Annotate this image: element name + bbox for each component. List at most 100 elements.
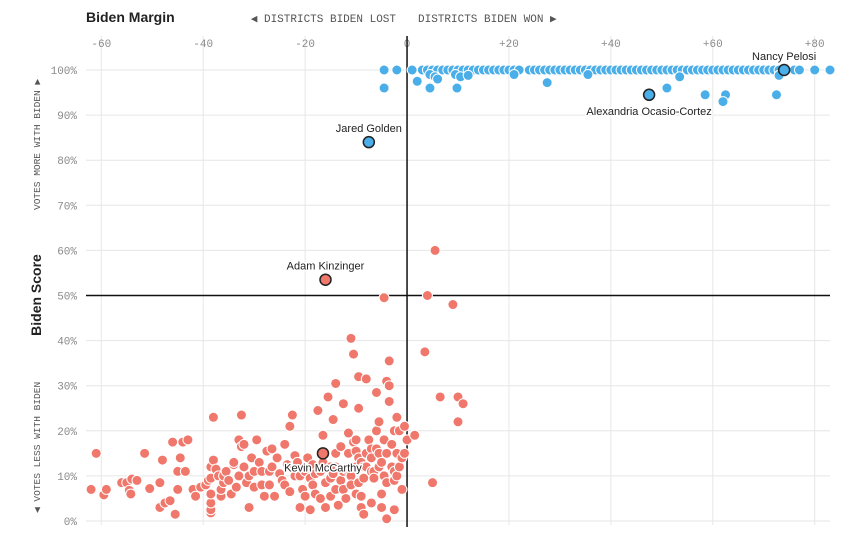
highlight-point-kevin-mccarthy[interactable]	[316, 447, 330, 460]
republican-point[interactable]	[447, 299, 459, 311]
republican-point[interactable]	[370, 425, 382, 437]
republican-point[interactable]	[299, 490, 311, 502]
republican-point[interactable]	[383, 380, 395, 392]
highlight-point-jared-golden[interactable]	[362, 135, 376, 149]
democrat-point[interactable]	[411, 75, 423, 87]
republican-point[interactable]	[235, 409, 247, 421]
democrat-point[interactable]	[582, 69, 594, 81]
republican-point[interactable]	[330, 377, 342, 389]
democrat-point[interactable]	[674, 71, 686, 83]
republican-point[interactable]	[154, 477, 166, 489]
republican-point[interactable]	[452, 416, 464, 428]
republican-point[interactable]	[320, 501, 332, 513]
republican-point[interactable]	[345, 332, 357, 344]
highlight-point-adam-kinzinger[interactable]	[319, 273, 332, 286]
republican-point[interactable]	[281, 459, 293, 471]
republican-point[interactable]	[427, 477, 439, 489]
republican-point[interactable]	[337, 398, 349, 410]
republican-point[interactable]	[335, 474, 347, 486]
republican-point[interactable]	[205, 488, 217, 500]
republican-point[interactable]	[139, 447, 151, 459]
democrat-point[interactable]	[793, 64, 805, 76]
republican-point[interactable]	[355, 490, 367, 502]
republican-point[interactable]	[360, 373, 372, 385]
democrat-point[interactable]	[406, 64, 418, 76]
republican-point[interactable]	[421, 290, 433, 301]
republican-point[interactable]	[223, 474, 235, 486]
republican-point[interactable]	[348, 348, 360, 360]
republican-point[interactable]	[383, 355, 395, 367]
highlight-point-alexandria-ocasio-cortez[interactable]	[642, 88, 656, 102]
republican-point[interactable]	[396, 483, 408, 495]
republican-point[interactable]	[376, 456, 388, 468]
republican-point[interactable]	[332, 499, 344, 511]
republican-point[interactable]	[125, 488, 137, 500]
republican-point[interactable]	[307, 479, 319, 491]
republican-point[interactable]	[174, 452, 186, 464]
republican-point[interactable]	[263, 479, 275, 491]
republican-point[interactable]	[457, 398, 469, 410]
republican-point[interactable]	[294, 501, 306, 513]
republican-point[interactable]	[327, 414, 339, 426]
republican-point[interactable]	[164, 495, 176, 507]
republican-point[interactable]	[376, 501, 388, 513]
republican-point[interactable]	[312, 405, 324, 417]
republican-point[interactable]	[368, 472, 380, 484]
republican-point[interactable]	[398, 447, 410, 459]
republican-point[interactable]	[279, 438, 291, 450]
republican-point[interactable]	[205, 497, 217, 509]
republican-point[interactable]	[238, 461, 250, 473]
republican-point[interactable]	[266, 461, 278, 473]
republican-point[interactable]	[381, 447, 393, 459]
republican-point[interactable]	[182, 434, 194, 446]
republican-point[interactable]	[335, 441, 347, 453]
republican-point[interactable]	[251, 434, 263, 446]
republican-point[interactable]	[271, 452, 283, 464]
republican-point[interactable]	[284, 486, 296, 498]
democrat-point[interactable]	[432, 73, 444, 85]
republican-point[interactable]	[353, 402, 365, 414]
republican-point[interactable]	[207, 454, 219, 466]
republican-point[interactable]	[322, 391, 334, 403]
republican-point[interactable]	[156, 454, 168, 466]
republican-point[interactable]	[340, 492, 352, 504]
republican-point[interactable]	[286, 409, 298, 421]
republican-point[interactable]	[85, 483, 97, 495]
republican-point[interactable]	[388, 504, 400, 516]
democrat-point[interactable]	[378, 82, 390, 94]
republican-point[interactable]	[238, 438, 250, 450]
democrat-point[interactable]	[661, 82, 673, 94]
democrat-point[interactable]	[809, 64, 821, 76]
democrat-point[interactable]	[508, 69, 520, 81]
republican-point[interactable]	[363, 434, 375, 446]
republican-point[interactable]	[386, 438, 398, 450]
republican-point[interactable]	[391, 470, 403, 482]
republican-point[interactable]	[398, 420, 410, 432]
democrat-point[interactable]	[824, 64, 836, 76]
democrat-point[interactable]	[541, 77, 553, 89]
republican-point[interactable]	[167, 436, 179, 448]
republican-point[interactable]	[258, 490, 270, 502]
republican-point[interactable]	[370, 386, 382, 398]
republican-point[interactable]	[373, 416, 385, 428]
republican-point[interactable]	[100, 483, 112, 495]
republican-point[interactable]	[419, 346, 431, 358]
democrat-point[interactable]	[391, 64, 403, 76]
republican-point[interactable]	[230, 481, 242, 493]
republican-point[interactable]	[314, 492, 326, 504]
highlight-point-nancy-pelosi[interactable]	[777, 63, 791, 77]
republican-point[interactable]	[376, 488, 388, 500]
republican-point[interactable]	[304, 504, 316, 516]
republican-point[interactable]	[90, 447, 102, 459]
republican-point[interactable]	[317, 429, 329, 441]
republican-point[interactable]	[207, 411, 219, 423]
republican-point[interactable]	[350, 434, 362, 446]
republican-point[interactable]	[284, 420, 296, 432]
republican-point[interactable]	[228, 456, 240, 468]
republican-point[interactable]	[179, 465, 191, 477]
republican-point[interactable]	[253, 456, 265, 468]
republican-point[interactable]	[383, 395, 395, 407]
democrat-point[interactable]	[462, 69, 474, 81]
republican-point[interactable]	[381, 513, 393, 525]
republican-point[interactable]	[291, 456, 303, 468]
